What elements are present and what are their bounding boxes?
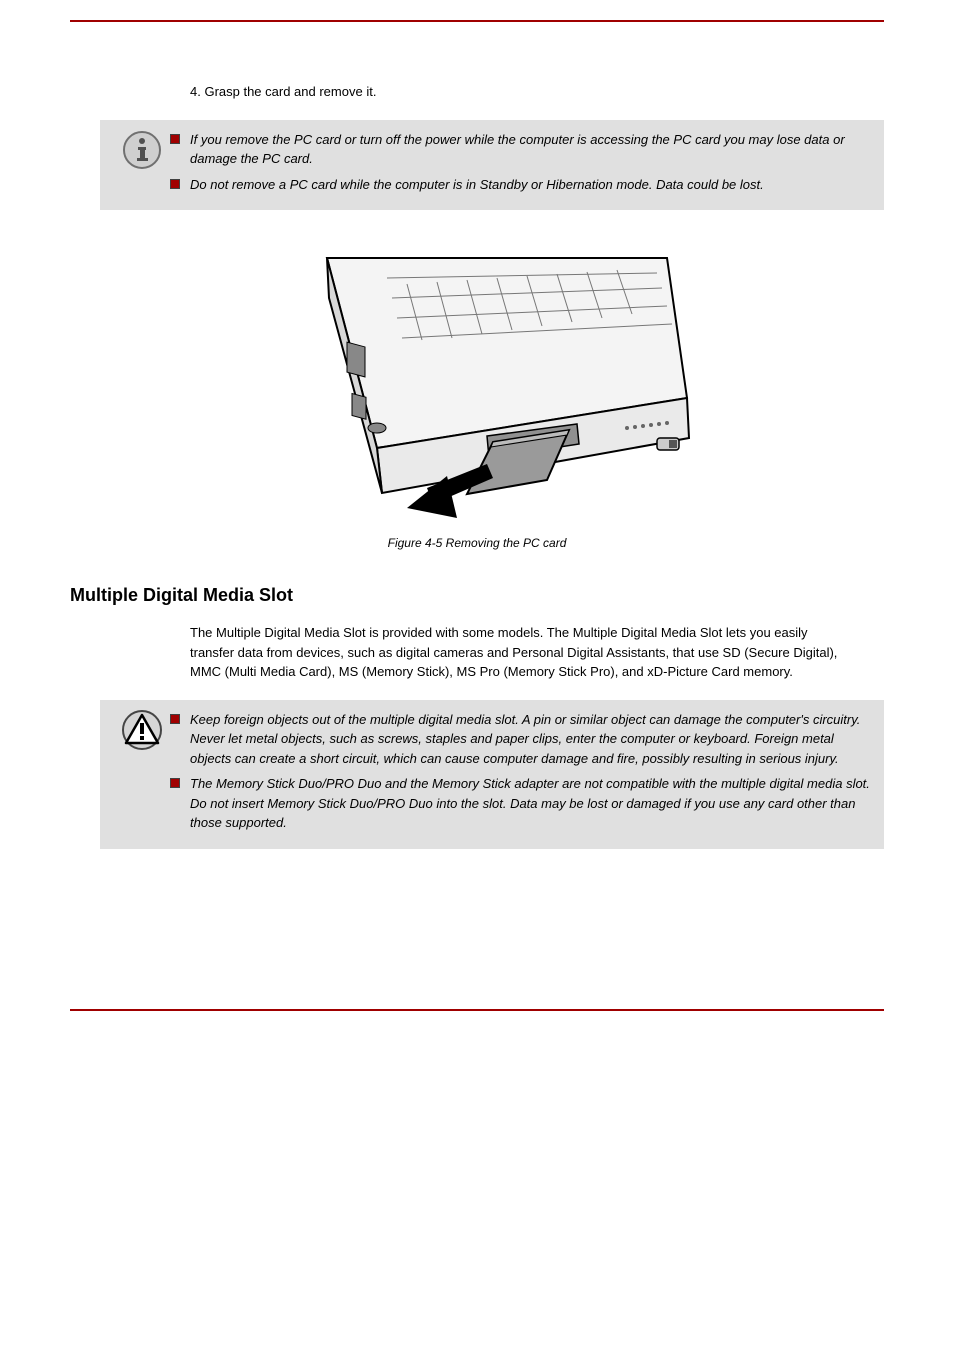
top-rule [70, 20, 884, 22]
footer-rule [70, 1009, 884, 1011]
info-note-content: If you remove the PC card or turn off th… [170, 130, 870, 201]
caution-icon-wrap [114, 710, 170, 750]
info-note-box: If you remove the PC card or turn off th… [100, 120, 884, 211]
multi-para-wrap: The Multiple Digital Media Slot is provi… [190, 623, 854, 682]
caution-item: The Memory Stick Duo/PRO Duo and the Mem… [170, 774, 870, 833]
info-note-item: Do not remove a PC card while the comput… [170, 175, 870, 195]
bullet-icon [170, 134, 180, 144]
section-heading-multi: Multiple Digital Media Slot [70, 582, 884, 609]
caution-item: Keep foreign objects out of the multiple… [170, 710, 870, 769]
bullet-icon [170, 179, 180, 189]
info-note-item: If you remove the PC card or turn off th… [170, 130, 870, 169]
figure-caption: Figure 4-5 Removing the PC card [70, 534, 884, 552]
caution-content: Keep foreign objects out of the multiple… [170, 710, 870, 839]
bullet-icon [170, 778, 180, 788]
caution-icon [121, 710, 163, 750]
info-icon [122, 130, 162, 170]
bullet-icon [170, 714, 180, 724]
caution-text: The Memory Stick Duo/PRO Duo and the Mem… [190, 774, 870, 833]
info-note-text: If you remove the PC card or turn off th… [190, 130, 870, 169]
caution-box: Keep foreign objects out of the multiple… [100, 700, 884, 849]
figure [70, 228, 884, 528]
info-icon-wrap [114, 130, 170, 170]
page-container: 4. Grasp the card and remove it. If you … [0, 0, 954, 1051]
info-note-text: Do not remove a PC card while the comput… [190, 175, 870, 195]
step-4-text: 4. Grasp the card and remove it. [190, 82, 854, 102]
laptop-pccard-illustration [257, 228, 697, 528]
body-indent: 4. Grasp the card and remove it. [190, 82, 854, 102]
caution-text: Keep foreign objects out of the multiple… [190, 710, 870, 769]
multi-para: The Multiple Digital Media Slot is provi… [190, 623, 854, 682]
